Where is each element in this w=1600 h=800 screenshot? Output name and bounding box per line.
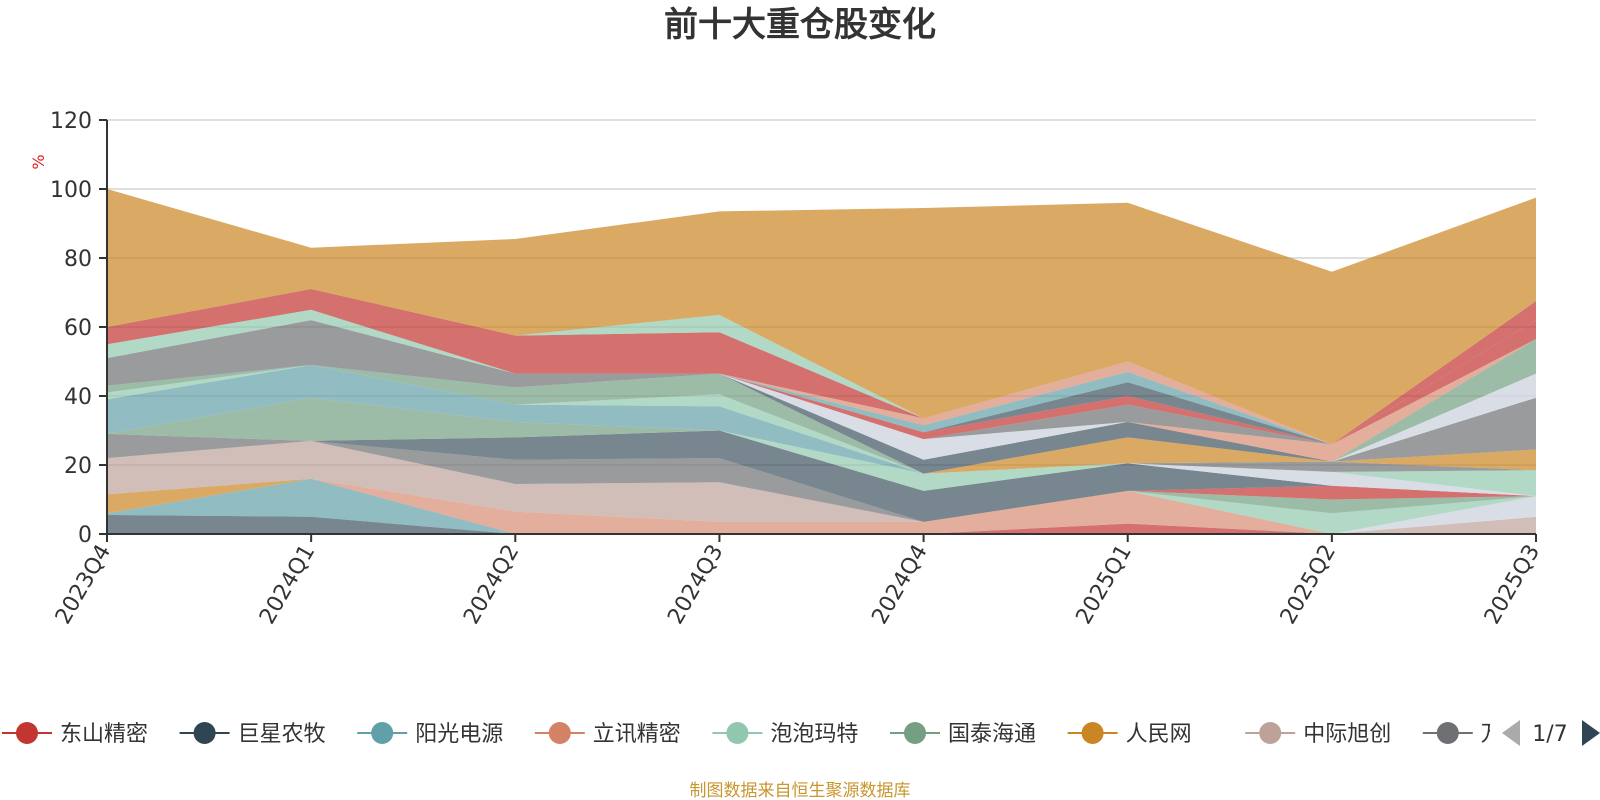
legend-item[interactable]: 中际旭创 xyxy=(1245,722,1391,747)
legend-label: 国泰海通 xyxy=(948,722,1036,747)
x-tick-label: 2025Q2 xyxy=(1276,541,1341,629)
y-axis-unit: % xyxy=(29,154,48,169)
x-tick-label: 2024Q2 xyxy=(459,541,524,629)
legend-label: 立讯精密 xyxy=(593,722,681,747)
legend-item[interactable]: 巨星农牧 xyxy=(179,722,326,747)
area-series-13[interactable] xyxy=(107,430,1536,522)
legend-pager: 1/7 xyxy=(1502,720,1600,747)
legend-marker-icon xyxy=(1436,722,1459,744)
legend-item[interactable]: 人民网 xyxy=(1067,722,1192,747)
legend-item[interactable]: 万华化学 xyxy=(1422,722,1569,747)
area-series-21[interactable] xyxy=(107,365,1536,474)
area-series-37[interactable] xyxy=(107,289,1536,445)
legend-marker-icon xyxy=(1259,722,1282,744)
legend-marker-icon xyxy=(548,722,571,744)
area-series-7[interactable] xyxy=(107,478,1536,534)
x-tick-label: 2023Q4 xyxy=(51,541,116,629)
area-series-19[interactable] xyxy=(107,365,1536,474)
legend-item[interactable]: 泡泡玛特 xyxy=(712,722,858,747)
area-series-12[interactable] xyxy=(107,440,1536,522)
legend-label: 阳光电源 xyxy=(415,722,503,747)
legend: 东山精密 巨星农牧 阳光电源 立讯精密 泡泡玛特 国泰海通 人民网 中际旭创 万华化学 xyxy=(2,722,1569,747)
y-tick-label: 20 xyxy=(64,454,92,479)
y-tick-label: 120 xyxy=(50,109,92,134)
area-series-16[interactable] xyxy=(107,430,1536,474)
legend-item[interactable]: 阳光电源 xyxy=(357,722,503,747)
area-series-29[interactable] xyxy=(107,320,1536,445)
legend-marker-icon xyxy=(16,722,38,744)
legend-item[interactable]: 国泰海通 xyxy=(890,722,1036,747)
legend-item[interactable]: 立讯精密 xyxy=(534,722,681,747)
legend-marker-icon xyxy=(1081,722,1104,744)
area-series-6[interactable] xyxy=(107,478,1536,534)
y-tick-label: 80 xyxy=(64,247,92,272)
legend-marker-icon xyxy=(193,722,216,744)
y-tick-label: 100 xyxy=(50,178,92,203)
area-series-17[interactable] xyxy=(107,397,1536,474)
x-tick-label: 2024Q1 xyxy=(255,541,320,629)
area-series-4[interactable] xyxy=(107,478,1536,534)
x-tick-label: 2024Q3 xyxy=(663,541,728,629)
legend-label: 泡泡玛特 xyxy=(770,722,858,747)
legend-prev-page-icon[interactable] xyxy=(1502,720,1520,746)
area-series-group xyxy=(107,189,1536,534)
y-tick-label: 60 xyxy=(64,316,92,341)
legend-label: 万华化学 xyxy=(1481,722,1569,747)
x-tick-label: 2025Q3 xyxy=(1480,541,1545,629)
area-series-1[interactable] xyxy=(107,515,1536,534)
legend-marker-icon xyxy=(371,722,394,744)
area-series-2[interactable] xyxy=(107,478,1536,534)
area-series-35[interactable] xyxy=(107,320,1536,445)
area-series-28[interactable] xyxy=(107,339,1536,445)
legend-label: 东山精密 xyxy=(60,722,148,747)
area-series-18[interactable] xyxy=(107,397,1536,474)
area-series-25[interactable] xyxy=(107,339,1536,474)
area-series-8[interactable] xyxy=(107,478,1536,522)
legend-label: 巨星农牧 xyxy=(238,722,326,747)
area-series-11[interactable] xyxy=(107,440,1536,522)
legend-marker-icon xyxy=(904,722,926,744)
y-tick-label: 0 xyxy=(78,523,92,548)
x-tick-label: 2024Q4 xyxy=(867,541,932,629)
legend-items: 东山精密 巨星农牧 阳光电源 立讯精密 泡泡玛特 国泰海通 人民网 中际旭创 万华化学 xyxy=(2,722,1569,747)
legend-marker-icon xyxy=(726,722,749,744)
legend-page-indicator: 1/7 xyxy=(1532,722,1567,747)
data-source-note: 制图数据来自恒生聚源数据库 xyxy=(690,781,911,800)
legend-next-page-icon[interactable] xyxy=(1582,720,1600,746)
legend-item[interactable]: 东山精密 xyxy=(2,722,148,747)
area-series-39[interactable] xyxy=(107,189,1536,445)
area-series-26[interactable] xyxy=(107,339,1536,462)
x-tick-label: 2025Q1 xyxy=(1072,541,1137,629)
legend-label: 人民网 xyxy=(1126,722,1192,747)
chart-title: 前十大重仓股变化 xyxy=(664,5,936,45)
legend-label: 中际旭创 xyxy=(1303,722,1391,747)
y-tick-label: 40 xyxy=(64,385,92,410)
area-series-36[interactable] xyxy=(107,309,1536,445)
